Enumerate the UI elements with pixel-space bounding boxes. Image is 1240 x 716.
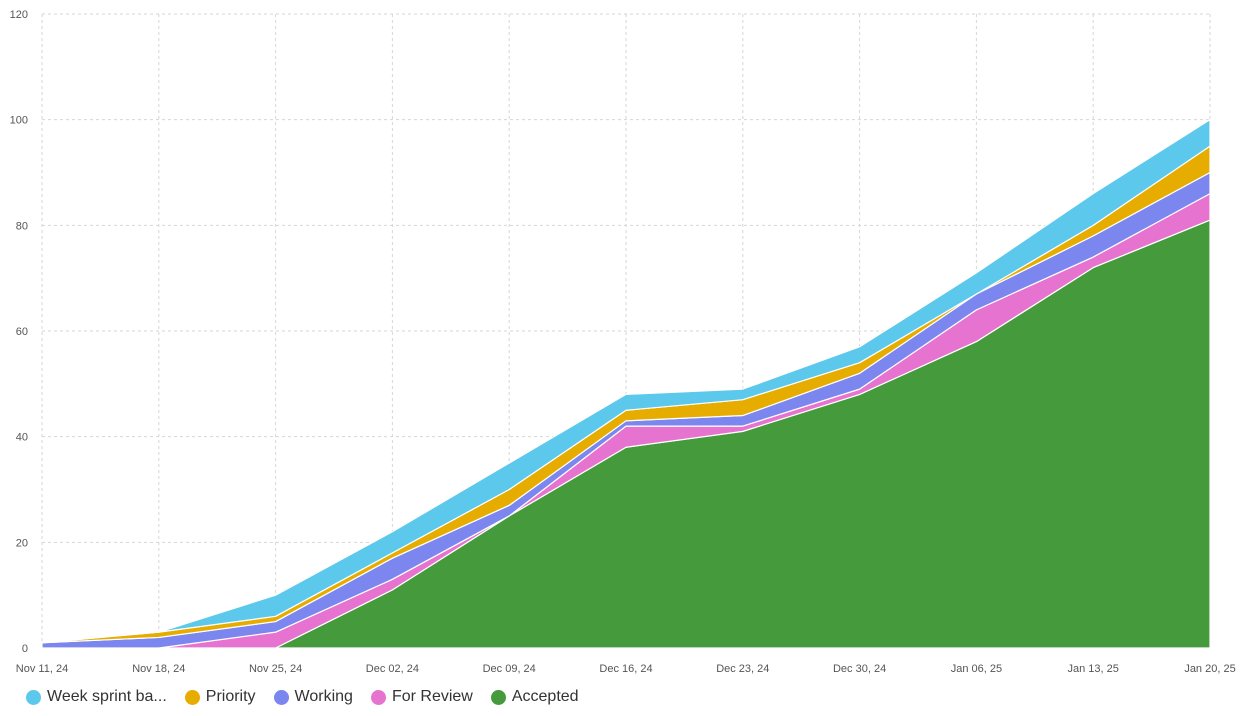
legend-item-for-review[interactable]: For Review <box>370 688 473 706</box>
legend-label: For Review <box>391 688 473 705</box>
x-tick-label: Nov 11, 24 <box>16 663 68 675</box>
x-tick-label: Dec 02, 24 <box>366 663 419 675</box>
x-tick-label: Jan 20, 25 <box>1184 663 1235 675</box>
legend-dot-icon <box>273 689 289 705</box>
legend-item-priority[interactable]: Priority <box>184 688 256 706</box>
x-tick-label: Jan 13, 25 <box>1068 663 1119 675</box>
legend-label: Priority <box>205 688 256 705</box>
x-tick-label: Dec 23, 24 <box>716 663 769 675</box>
y-tick-label: 100 <box>10 115 28 127</box>
area-week-sprint-ba[interactable] <box>41 119 1211 644</box>
legend-dot-icon <box>490 689 506 705</box>
x-tick-label: Jan 06, 25 <box>951 663 1002 675</box>
y-tick-label: 0 <box>22 643 28 655</box>
chart-areas <box>41 119 1211 649</box>
legend-label: Accepted <box>511 688 579 705</box>
chart-legend: Week sprint ba... Priority Working For R… <box>26 688 597 706</box>
legend-item-accepted[interactable]: Accepted <box>490 688 579 706</box>
legend-item-week-sprint[interactable]: Week sprint ba... <box>26 688 167 706</box>
x-tick-label: Nov 25, 24 <box>249 663 302 675</box>
legend-dot-icon <box>26 689 41 705</box>
legend-dot-icon <box>184 689 200 705</box>
legend-label: Week sprint ba... <box>47 688 167 705</box>
y-tick-label: 60 <box>16 326 28 338</box>
x-tick-label: Nov 18, 24 <box>132 663 185 675</box>
x-tick-label: Dec 16, 24 <box>599 663 652 675</box>
x-tick-label: Dec 30, 24 <box>833 663 886 675</box>
legend-dot-icon <box>370 689 386 705</box>
x-tick-label: Dec 09, 24 <box>483 663 536 675</box>
legend-label: Working <box>294 688 353 705</box>
y-tick-label: 80 <box>16 220 28 232</box>
y-tick-label: 20 <box>16 537 28 549</box>
chart-axis-labels: 0 20 40 60 80 100 120 Nov 11, 24 Nov 18, 24 Nov 2… <box>10 9 1236 675</box>
y-tick-label: 40 <box>16 432 28 444</box>
legend-item-working[interactable]: Working <box>273 688 353 706</box>
y-tick-label: 120 <box>10 9 28 21</box>
